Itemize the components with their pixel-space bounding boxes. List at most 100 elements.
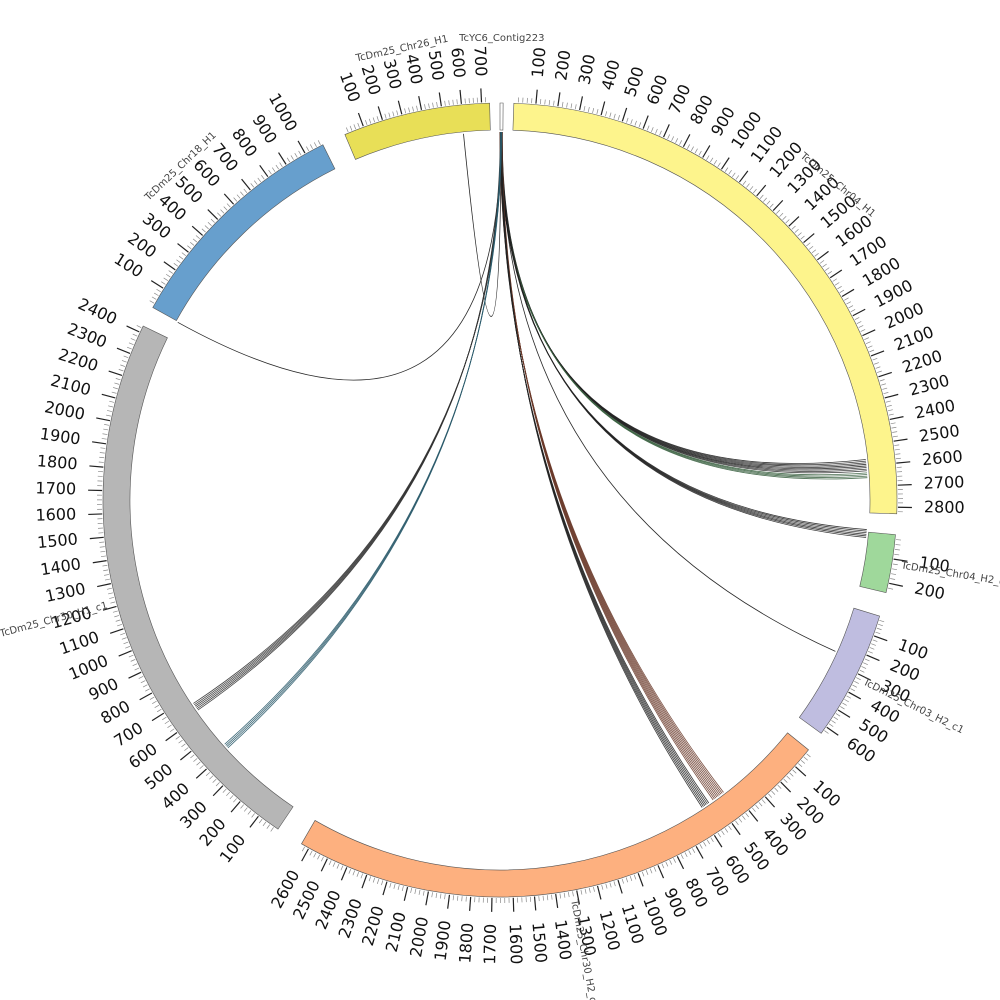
minor-tick: [688, 850, 692, 856]
minor-tick: [895, 453, 901, 455]
link-s8: [463, 132, 502, 317]
link-s5: [501, 132, 704, 807]
minor-tick: [176, 259, 181, 264]
link-s5: [500, 132, 708, 805]
major-tick: [249, 815, 259, 828]
minor-tick: [120, 632, 126, 636]
major-tick: [557, 92, 561, 107]
minor-tick: [189, 241, 195, 246]
major-tick: [150, 280, 164, 289]
minor-tick: [422, 890, 425, 896]
minor-tick: [846, 695, 852, 699]
link-s5: [500, 132, 707, 806]
segment-s6: [102, 325, 294, 830]
major-tick: [116, 347, 131, 354]
link-s2: [501, 132, 867, 474]
major-tick: [259, 164, 269, 178]
tick-label: 1400: [551, 918, 576, 961]
minor-tick: [109, 400, 115, 403]
minor-tick: [168, 270, 173, 274]
minor-tick: [596, 109, 599, 115]
minor-tick: [128, 654, 134, 658]
minor-tick: [209, 775, 214, 780]
minor-tick: [106, 587, 112, 590]
link-s2: [500, 132, 868, 476]
tick-label: 700: [470, 45, 490, 76]
major-tick: [788, 216, 800, 227]
minor-tick: [279, 162, 283, 167]
minor-tick: [671, 136, 675, 142]
tick-label: 200: [551, 49, 574, 82]
tick-label: 100: [918, 553, 951, 576]
minor-tick: [410, 888, 413, 894]
minor-tick: [746, 183, 750, 188]
minor-tick: [161, 281, 166, 285]
minor-tick: [894, 444, 900, 446]
minor-tick: [879, 619, 885, 623]
minor-tick: [844, 297, 849, 301]
minor-tick: [601, 884, 604, 890]
minor-tick: [894, 549, 900, 551]
minor-tick: [692, 848, 696, 853]
major-tick: [403, 886, 409, 901]
minor-tick: [777, 784, 782, 789]
major-tick: [893, 438, 908, 442]
minor-tick: [617, 115, 620, 121]
minor-tick: [561, 101, 564, 107]
minor-tick: [699, 844, 703, 849]
minor-tick: [891, 426, 897, 429]
minor-tick: [152, 700, 157, 704]
link-s5: [502, 132, 714, 801]
minor-tick: [885, 400, 891, 403]
minor-tick: [867, 345, 873, 349]
major-tick: [596, 885, 602, 900]
major-tick: [361, 874, 368, 889]
link-s4: [500, 132, 836, 652]
minor-tick: [846, 301, 851, 305]
tick-label: 500: [620, 64, 647, 99]
minor-tick: [592, 107, 595, 113]
minor-tick: [646, 125, 650, 131]
minor-tick: [717, 162, 721, 168]
minor-tick: [879, 379, 885, 382]
minor-tick: [99, 452, 105, 454]
minor-tick: [551, 894, 553, 900]
minor-tick: [100, 555, 107, 558]
major-tick: [676, 856, 685, 870]
minor-tick: [539, 99, 542, 105]
tick-label: 1400: [39, 554, 82, 579]
minor-tick: [393, 883, 396, 889]
minor-tick: [360, 873, 364, 879]
minor-tick: [794, 229, 799, 233]
link-s2: [500, 132, 868, 478]
minor-tick: [156, 288, 161, 293]
minor-tick: [301, 846, 306, 852]
major-tick: [89, 465, 104, 468]
minor-tick: [102, 433, 108, 435]
minor-tick: [694, 148, 698, 154]
minor-tick: [761, 799, 766, 804]
minor-tick: [892, 435, 898, 438]
tick-label: 1500: [36, 529, 78, 552]
minor-tick: [424, 104, 426, 110]
major-tick: [241, 178, 251, 191]
minor-tick: [789, 772, 794, 777]
minor-tick: [782, 216, 787, 221]
tick-label: 2000: [43, 397, 87, 424]
minor-tick: [861, 666, 867, 669]
minor-tick: [298, 150, 302, 156]
minor-tick: [151, 296, 157, 300]
minor-tick: [669, 859, 673, 865]
minor-tick: [797, 232, 802, 237]
minor-tick: [755, 804, 760, 810]
minor-tick: [605, 111, 608, 117]
tick-label: 100: [528, 46, 550, 78]
major-tick: [96, 417, 111, 422]
minor-tick: [210, 218, 215, 223]
major-tick: [600, 101, 606, 116]
minor-tick: [863, 662, 868, 666]
minor-tick: [732, 172, 736, 178]
minor-tick: [167, 724, 172, 728]
minor-tick: [649, 868, 653, 874]
tick-label: 1700: [480, 924, 500, 965]
